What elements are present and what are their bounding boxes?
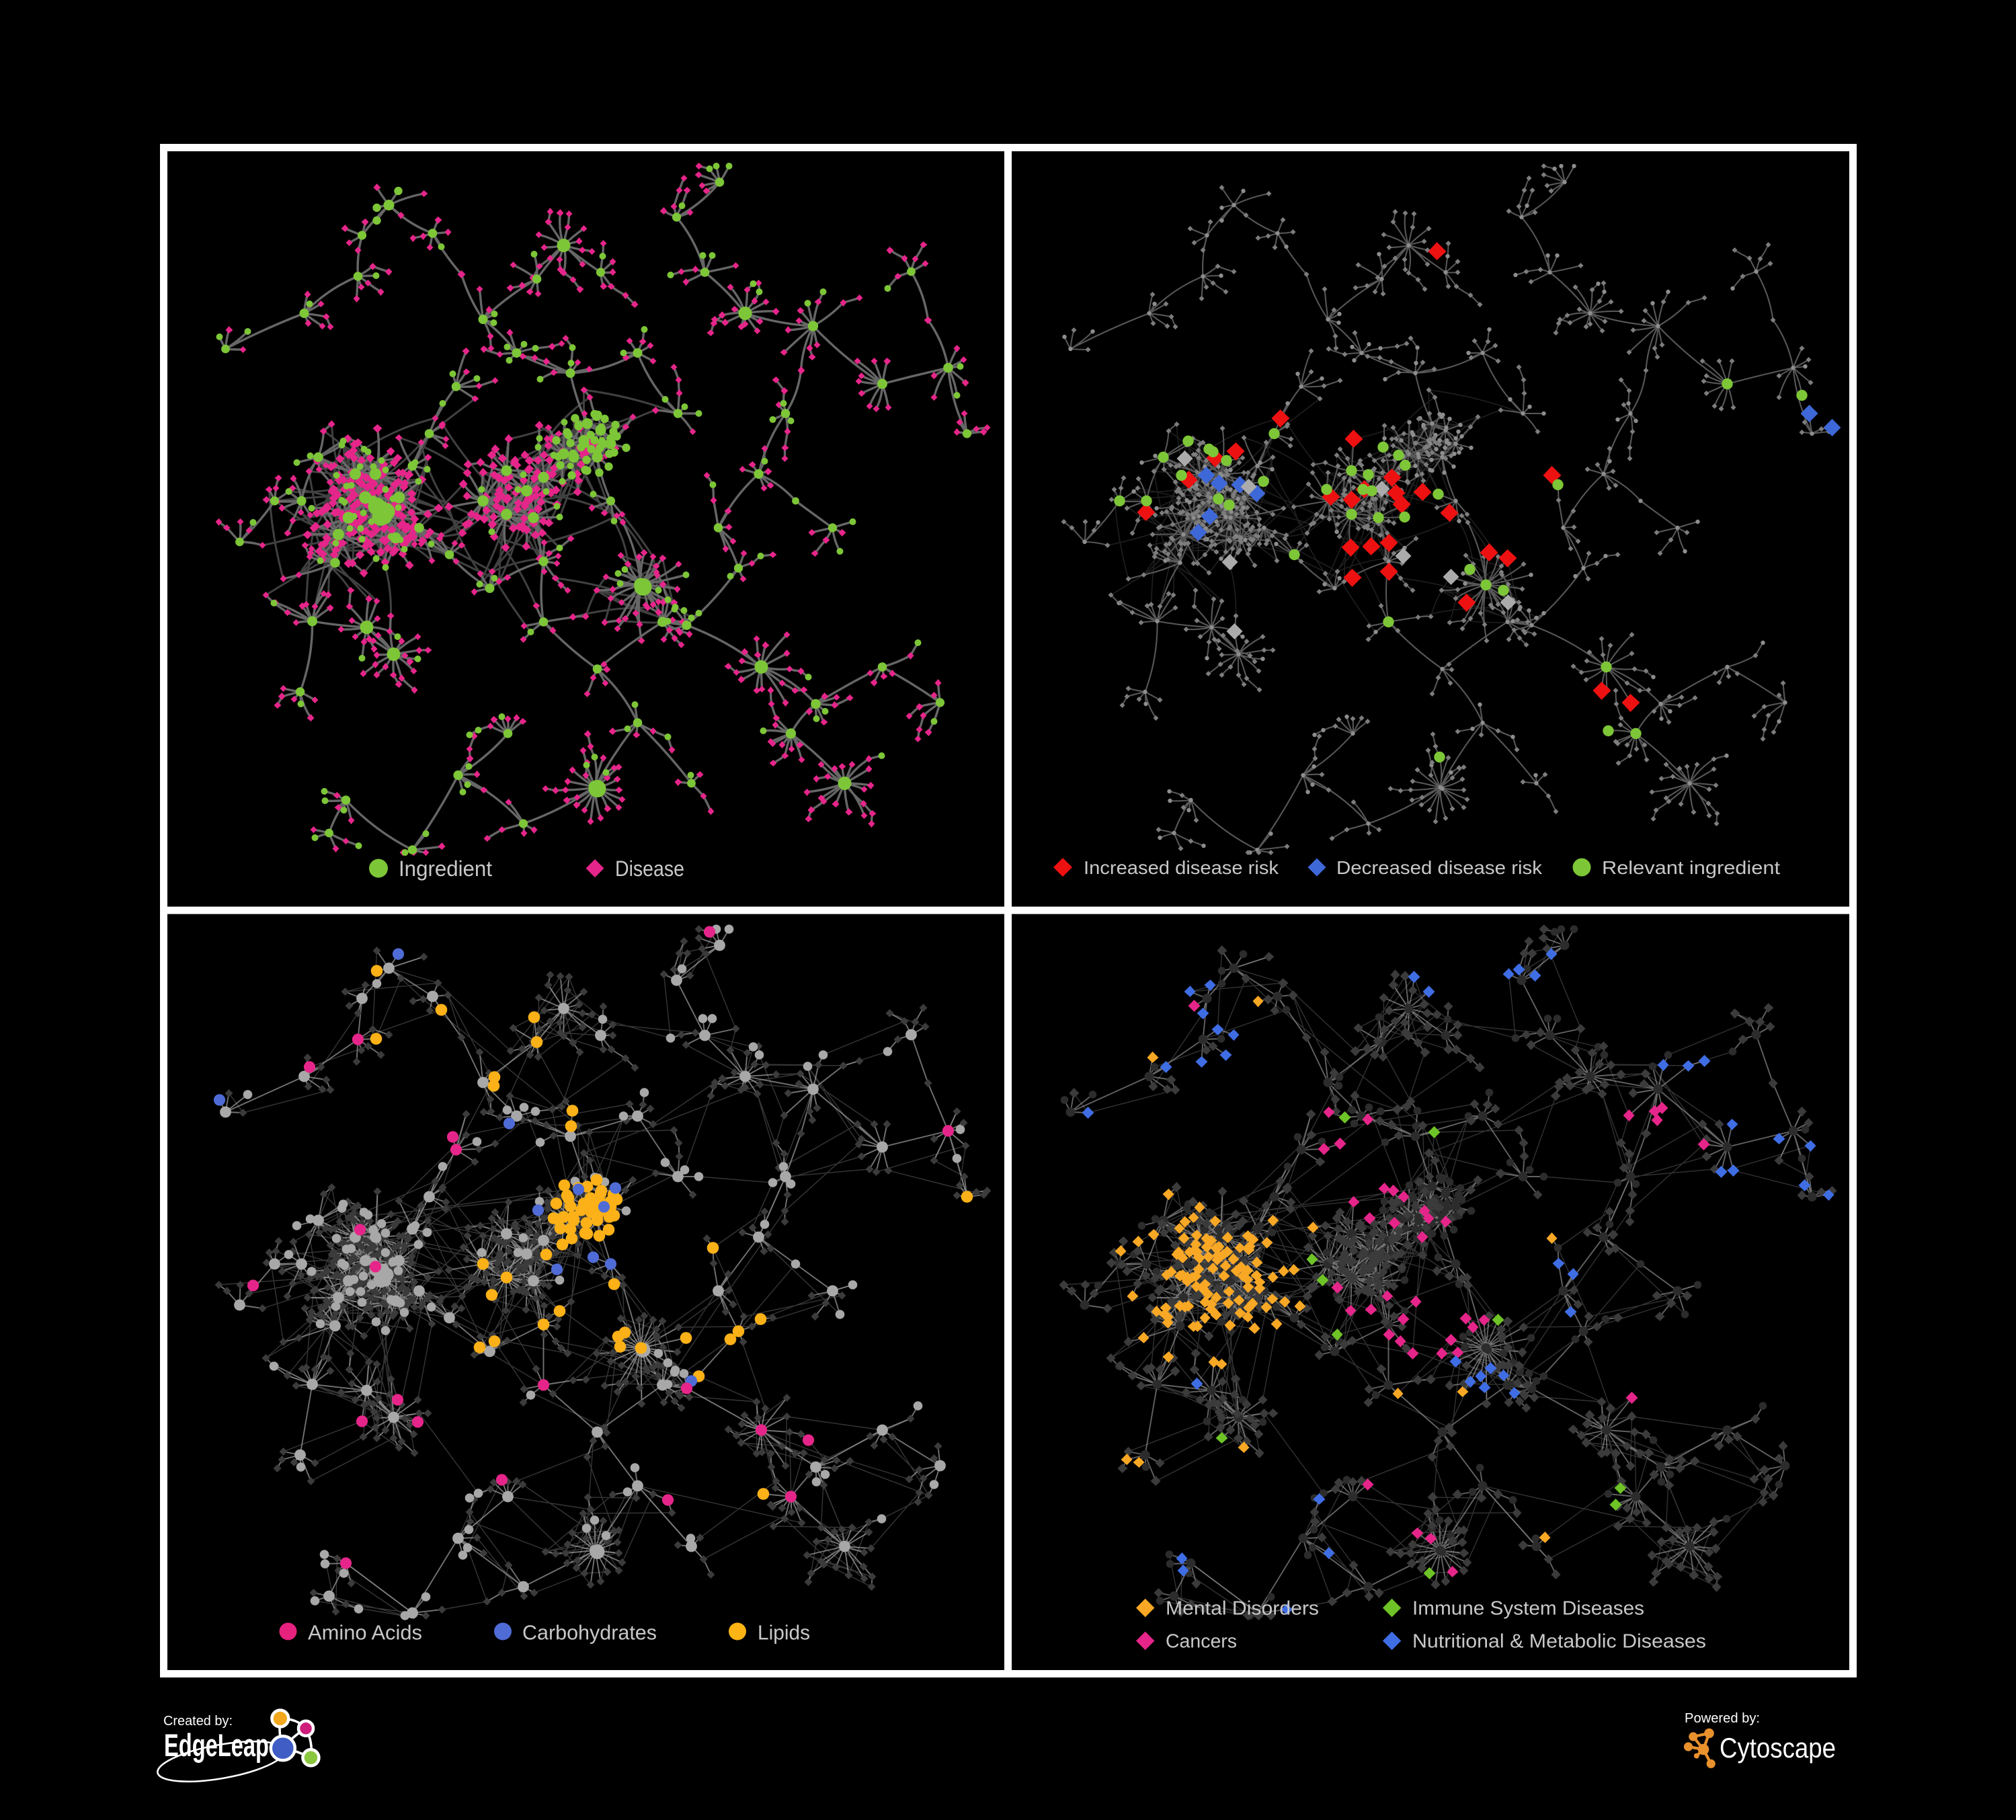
- svg-text:Carbohydrates: Carbohydrates: [522, 1621, 657, 1645]
- svg-text:Ingredient: Ingredient: [399, 857, 492, 881]
- svg-text:Amino Acids: Amino Acids: [308, 1621, 422, 1645]
- svg-text:Powered by:: Powered by:: [1685, 1711, 1760, 1726]
- svg-text:Disease: Disease: [615, 857, 684, 881]
- svg-text:Increased disease risk: Increased disease risk: [1084, 857, 1279, 878]
- svg-text:Immune System Diseases: Immune System Diseases: [1412, 1598, 1644, 1620]
- svg-text:Mental Disorders: Mental Disorders: [1166, 1598, 1319, 1620]
- svg-text:Created by:: Created by:: [163, 1714, 233, 1729]
- svg-text:Lipids: Lipids: [758, 1621, 810, 1645]
- svg-text:Cytoscape: Cytoscape: [1720, 1732, 1836, 1764]
- svg-text:Cancers: Cancers: [1166, 1631, 1237, 1653]
- svg-text:Relevant ingredient: Relevant ingredient: [1602, 857, 1780, 878]
- svg-text:EdgeLeap: EdgeLeap: [164, 1727, 269, 1763]
- svg-text:Decreased disease risk: Decreased disease risk: [1336, 857, 1543, 878]
- svg-text:Nutritional & Metabolic Diseas: Nutritional & Metabolic Diseases: [1412, 1631, 1706, 1653]
